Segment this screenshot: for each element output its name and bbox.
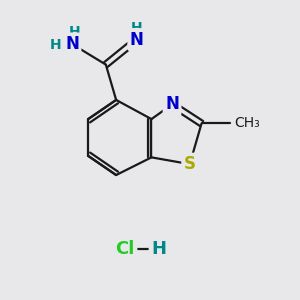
Text: N: N (165, 95, 179, 113)
Text: H: H (151, 240, 166, 258)
Text: CH₃: CH₃ (234, 116, 260, 130)
Text: Cl: Cl (115, 240, 135, 258)
Text: H: H (131, 21, 142, 35)
Text: N: N (130, 31, 144, 49)
Text: N: N (65, 35, 79, 53)
Text: H: H (50, 38, 61, 52)
Text: H: H (68, 25, 80, 39)
Text: S: S (184, 155, 196, 173)
